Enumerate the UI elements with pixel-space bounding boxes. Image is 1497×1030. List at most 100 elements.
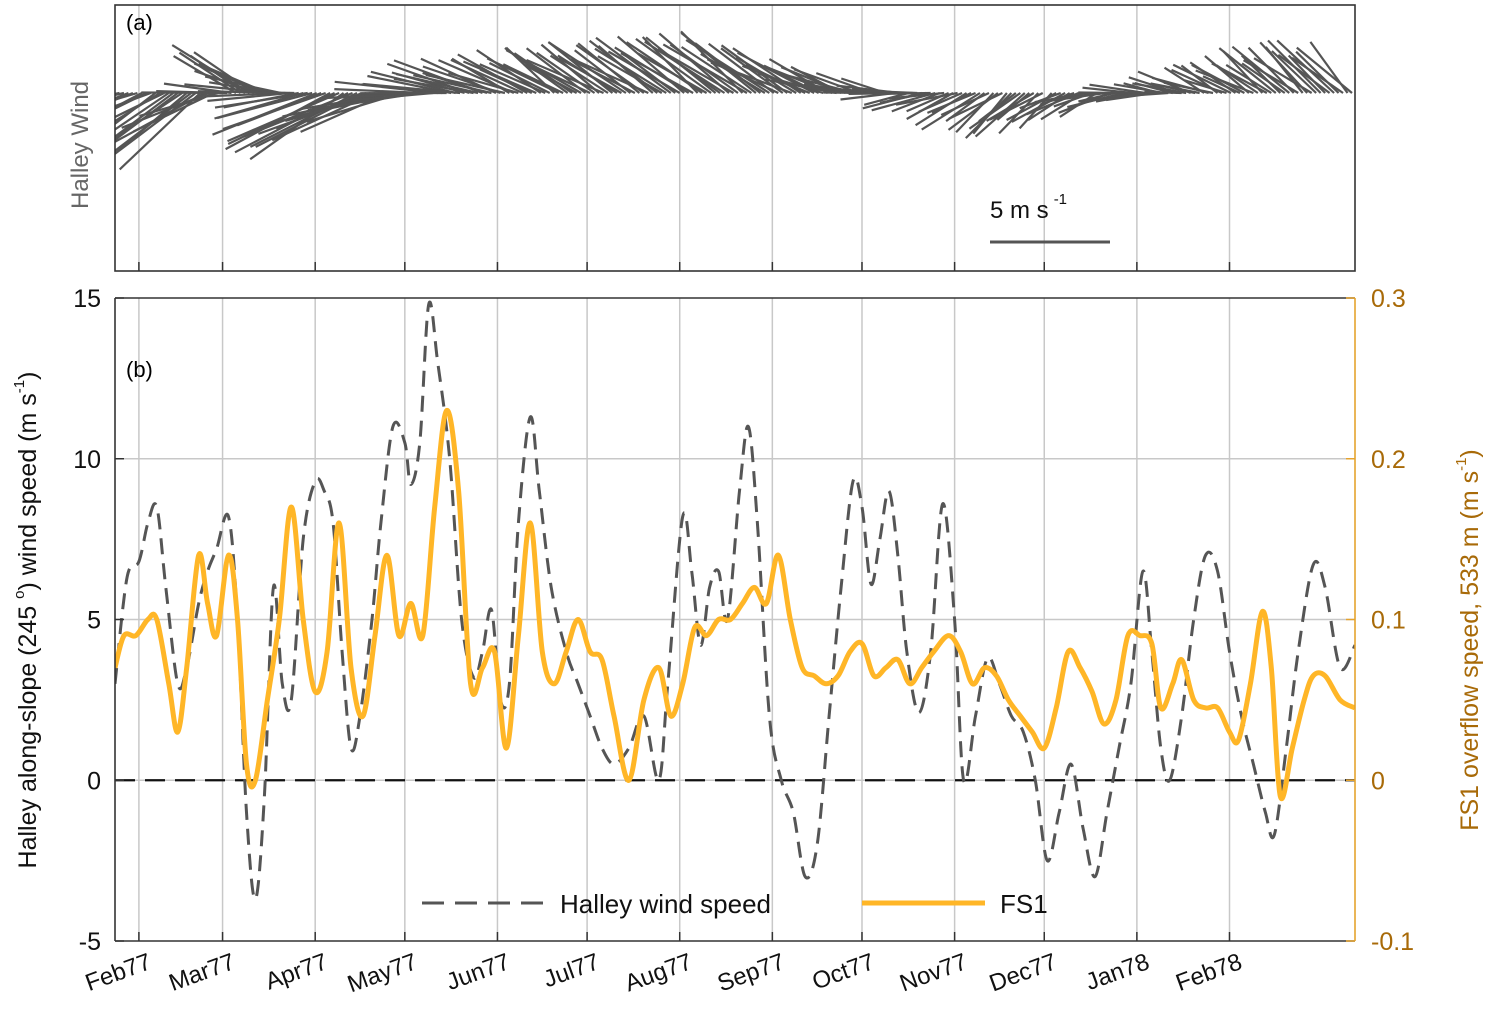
- wind-stick: [362, 82, 461, 95]
- left-y-tick-label: -5: [79, 928, 101, 956]
- wind-stick: [793, 68, 860, 95]
- right-y-ticks: -0.1 0 0.1 0.2 0.3: [1346, 285, 1414, 956]
- panel-a-frame: [114, 4, 1356, 272]
- wind-stick: [1144, 90, 1182, 95]
- wind-stick: [597, 55, 663, 94]
- wind-stick: [1296, 46, 1353, 94]
- wind-stick: [526, 58, 604, 95]
- panel-a: (a) Halley Wind 5 m s -1: [67, 4, 1356, 272]
- wind-stick: [1253, 57, 1313, 94]
- wind-stick: [1287, 54, 1326, 94]
- x-tick-label: Nov77: [896, 948, 970, 997]
- wind-stick: [502, 63, 564, 94]
- wind-sticks: [115, 30, 1353, 171]
- ylabel-part1: Halley along-slope (245: [14, 599, 42, 869]
- wind-stick: [918, 91, 963, 113]
- wind-stick: [1163, 81, 1214, 95]
- wind-stick: [1110, 91, 1151, 95]
- wind-stick: [680, 32, 757, 94]
- wind-stick: [132, 92, 215, 133]
- x-ticks: Feb77 Mar77 Apr77 May77 Jun77 Jul77 Aug77 Sep77…: [82, 932, 1246, 998]
- wind-stick: [635, 38, 712, 94]
- x-tick-label: Sep77: [714, 948, 788, 997]
- wind-stick: [204, 75, 282, 95]
- wind-stick: [1204, 55, 1250, 94]
- wind-stick: [207, 91, 290, 102]
- left-y-tick-label: 5: [87, 607, 101, 635]
- wind-stick: [889, 91, 945, 100]
- legend-label-halley-wind-speed: Halley wind speed: [560, 889, 771, 919]
- wind-stick: [926, 91, 976, 114]
- wind-stick: [413, 74, 492, 95]
- wind-stick: [488, 62, 551, 94]
- wind-stick: [1184, 79, 1227, 95]
- x-tick-label: Aug77: [621, 948, 695, 997]
- left-y-tick-label: 0: [87, 767, 101, 795]
- wind-stick: [680, 46, 753, 94]
- wind-stick: [989, 92, 1044, 121]
- wind-stick: [637, 52, 708, 94]
- y2label-part2: ): [1456, 449, 1484, 457]
- wind-stick: [115, 92, 157, 126]
- panel-a-ylabel: Halley Wind: [67, 81, 94, 209]
- scale-key: 5 m s -1: [990, 191, 1110, 244]
- wind-stick: [940, 92, 990, 116]
- right-y-tick-label: 0.2: [1371, 446, 1406, 474]
- wind-stick: [569, 58, 636, 94]
- wind-stick: [620, 52, 694, 94]
- wind-stick: [1218, 47, 1277, 94]
- x-tick-label: May77: [344, 948, 421, 998]
- wind-stick: [644, 40, 726, 94]
- wind-stick: [115, 92, 143, 109]
- x-tick-label: Jun77: [443, 948, 514, 996]
- x-tick-label: Oct77: [809, 948, 878, 995]
- wind-stick: [243, 91, 353, 138]
- wind-stick: [1225, 63, 1272, 94]
- ylabel-part3: ): [14, 372, 42, 380]
- wind-stick: [657, 47, 735, 94]
- wind-stick: [607, 50, 681, 94]
- wind-stick: [996, 92, 1031, 121]
- left-y-tick-label: 10: [73, 446, 101, 474]
- wind-stick: [863, 91, 909, 106]
- wind-stick: [486, 57, 560, 94]
- left-y-ticks: -5 0 5 10 15: [73, 285, 124, 956]
- legend-label-fs1: FS1: [1000, 889, 1048, 919]
- ylabel-part2: ) wind speed (m s: [14, 393, 42, 590]
- panel-b-y2label: FS1 overflow speed, 533 m (m s-1): [1453, 449, 1484, 831]
- wind-stick: [710, 61, 793, 95]
- wind-stick: [214, 91, 308, 109]
- wind-stick: [1241, 62, 1286, 94]
- panel-a-ticks: [138, 262, 1231, 271]
- wind-stick: [1195, 69, 1254, 95]
- wind-stick: [1063, 91, 1106, 100]
- wind-stick: [193, 51, 255, 94]
- wind-stick: [393, 77, 474, 95]
- left-y-tick-label: 15: [73, 285, 101, 313]
- wind-stick: [885, 91, 931, 95]
- wind-stick: [115, 92, 165, 119]
- wind-stick: [222, 91, 327, 131]
- scale-key-label: 5 m s -1: [990, 191, 1067, 224]
- panel-b-ylabel: Halley along-slope (245 o) wind speed (m…: [11, 372, 42, 869]
- wind-stick: [115, 92, 174, 138]
- wind-stick: [1202, 75, 1241, 95]
- wind-stick: [115, 91, 152, 108]
- wind-stick: [115, 92, 183, 139]
- wind-stick: [948, 92, 1003, 120]
- wind-stick: [549, 54, 609, 94]
- right-y-tick-label: 0.3: [1371, 285, 1406, 313]
- right-y-tick-label: 0.1: [1371, 607, 1406, 635]
- wind-stick: [1242, 59, 1299, 94]
- wind-stick: [895, 91, 958, 106]
- x-tick-label: Jul77: [540, 948, 603, 993]
- y2label-unit-sup: -1: [1453, 458, 1470, 471]
- wind-stick: [571, 57, 649, 95]
- wind-stick: [685, 39, 770, 94]
- wind-stick: [208, 81, 277, 95]
- wind-stick: [115, 92, 170, 131]
- wind-stick: [523, 63, 578, 94]
- scale-key-text: 5 m s: [990, 197, 1049, 224]
